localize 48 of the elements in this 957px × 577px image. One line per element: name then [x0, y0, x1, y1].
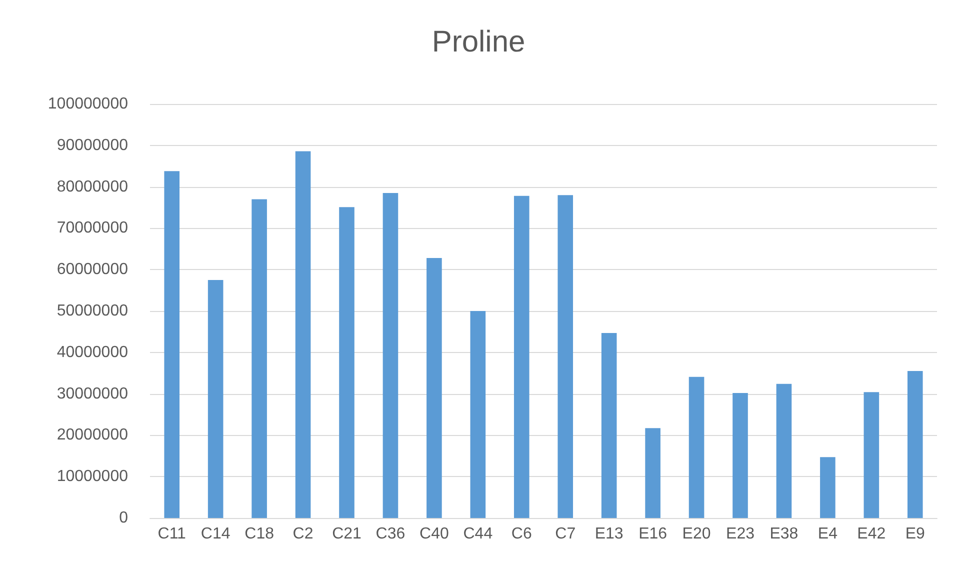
- bar: [776, 384, 792, 518]
- y-tick-label: 50000000: [56, 302, 128, 320]
- bar: [864, 392, 880, 518]
- bar: [907, 371, 923, 518]
- y-tick-label: 10000000: [56, 468, 128, 486]
- x-tick-label: E13: [594, 526, 624, 542]
- y-tick-label: 40000000: [56, 344, 128, 361]
- x-tick-label: E23: [726, 526, 755, 542]
- x-tick-label: C11: [158, 526, 186, 542]
- bar: [208, 280, 224, 518]
- x-tick-label: E42: [857, 526, 886, 542]
- bar: [426, 258, 442, 518]
- bar: [645, 428, 660, 518]
- bar: [295, 151, 311, 518]
- bar: [514, 196, 530, 518]
- y-tick-label: 90000000: [56, 136, 128, 154]
- bar: [820, 457, 836, 518]
- x-tick-label: E20: [682, 526, 711, 542]
- chart-title: Proline: [432, 26, 526, 58]
- x-tick-label: C36: [376, 526, 406, 542]
- bar: [382, 193, 398, 518]
- bar: [252, 199, 267, 518]
- bar: [732, 392, 748, 518]
- y-tick-label: 0: [119, 510, 128, 526]
- x-tick-label: C14: [200, 526, 230, 542]
- bar: [470, 311, 486, 518]
- x-tick-label: C6: [511, 526, 532, 542]
- y-tick-label: 60000000: [56, 261, 128, 278]
- y-tick-label: 100000000: [48, 96, 128, 112]
- x-tick-label: C40: [420, 526, 449, 542]
- x-tick-label: E16: [638, 526, 668, 542]
- x-tick-label: C2: [292, 526, 314, 542]
- bar: [164, 171, 180, 518]
- y-tick-label: 30000000: [56, 385, 128, 402]
- x-tick-label: E9: [905, 526, 926, 542]
- bar: [339, 207, 354, 518]
- x-tick-label: C18: [244, 526, 274, 542]
- bar: [558, 195, 574, 518]
- y-tick-label: 80000000: [56, 178, 128, 196]
- bar: [688, 376, 704, 518]
- x-tick-label: C44: [463, 526, 493, 542]
- y-tick-label: 20000000: [56, 426, 128, 444]
- x-tick-label: E38: [770, 526, 798, 542]
- x-tick-label: E4: [818, 526, 838, 542]
- bar: [601, 332, 617, 518]
- y-tick-label: 70000000: [56, 220, 128, 237]
- x-tick-label: C21: [332, 526, 362, 542]
- x-tick-label: C7: [555, 526, 576, 542]
